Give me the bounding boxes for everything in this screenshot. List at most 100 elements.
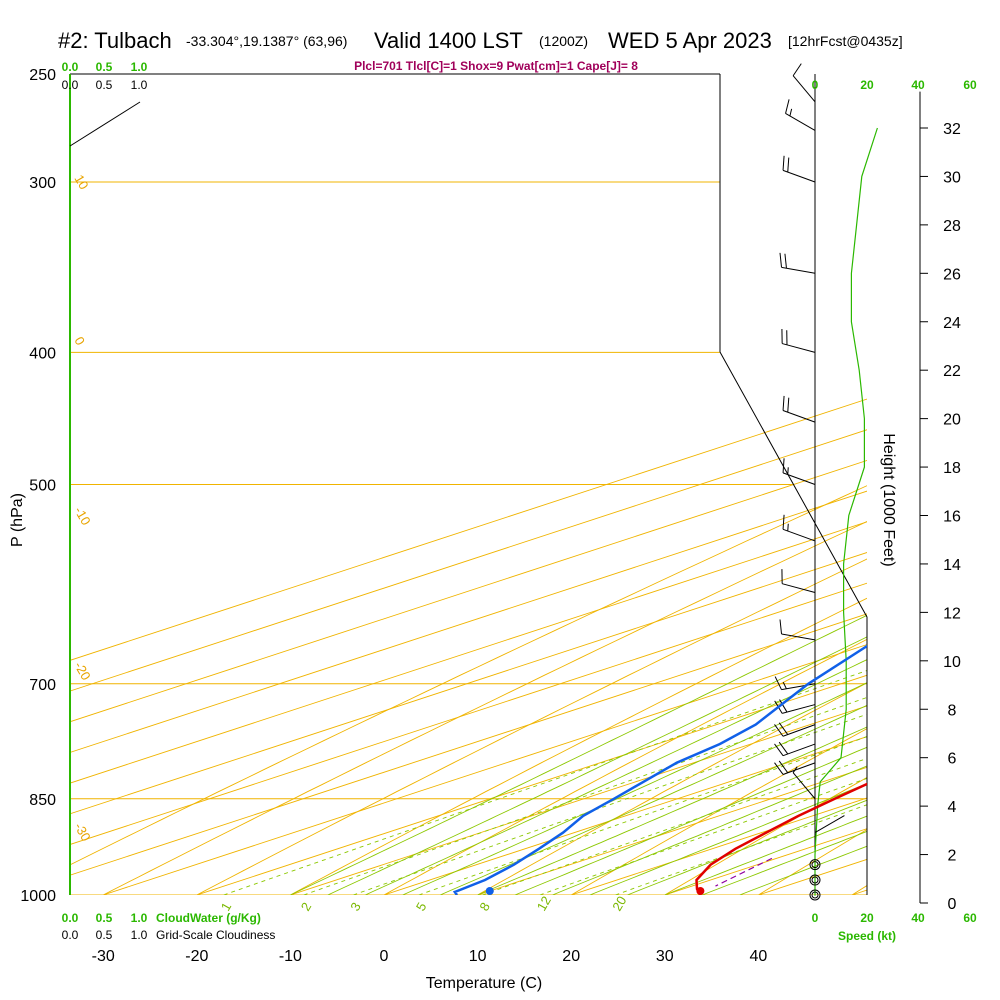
dry-adiabat-line (102, 521, 867, 895)
barb-staff (782, 528, 816, 542)
height-tick-label: 10 (943, 654, 961, 671)
cloudiness-legend: Grid-Scale Cloudiness (156, 928, 275, 942)
y-tick-label: 300 (29, 175, 56, 192)
barb-flag (782, 514, 785, 530)
mixing-ratio-label: 3 (347, 900, 364, 914)
barb-flag (774, 724, 784, 737)
speed-axis-label: Speed (kt) (838, 929, 896, 943)
barb-flag (782, 155, 785, 171)
height-axis-label: Height (1000 Feet) (880, 433, 897, 566)
barb-flag (774, 743, 784, 756)
sounding-profiles (452, 644, 867, 895)
cloudwater-scale-top: 1.0 (131, 60, 148, 74)
dry-adiabat-line (290, 597, 867, 895)
isotherm-line (70, 429, 867, 692)
x-tick-label: -30 (92, 948, 115, 965)
wind-barb (774, 760, 816, 775)
mixing-ratio-label: 12 (534, 893, 554, 913)
dry-adiabat-line (570, 728, 867, 895)
moist-adiabat-line (440, 704, 867, 895)
mixing-ratio-label: 8 (476, 900, 493, 914)
height-tick-label: 4 (948, 799, 957, 816)
barb-flag (779, 252, 783, 268)
forecast-info: [12hrFcst@0435z] (788, 33, 903, 49)
x-tick-label: 0 (380, 948, 389, 965)
valid-time: Valid 1400 LST (374, 28, 523, 53)
cloudiness-scale-top: 0.5 (96, 78, 113, 92)
barb-staff (781, 683, 816, 691)
calm-circle (811, 876, 819, 884)
wind-barb (792, 766, 816, 800)
barb-flag (774, 762, 784, 775)
barb-staff (782, 704, 816, 714)
calm-circle (811, 891, 819, 899)
wind-barb (782, 395, 816, 423)
y-tick-label: 1000 (20, 888, 56, 905)
wind-barb (782, 155, 816, 183)
temperature-line (695, 782, 867, 895)
dry-adiabat-label: 0 (71, 334, 88, 348)
barb-flag (784, 253, 787, 269)
dewpoint-line (452, 644, 867, 895)
wind-barb (781, 328, 816, 353)
speed-tick-top: 40 (911, 78, 925, 92)
isotherm-line (70, 582, 867, 845)
dry-adiabat-line (383, 638, 867, 895)
height-tick-label: 8 (948, 702, 957, 719)
barb-flag (774, 676, 782, 690)
wind-barb (809, 889, 821, 901)
valid-date: WED 5 Apr 2023 (608, 28, 772, 53)
height-tick-label: 28 (943, 218, 961, 235)
dry-adiabat-line (70, 485, 867, 866)
x-tick-label: 30 (656, 948, 674, 965)
speed-tick-top: 20 (860, 78, 874, 92)
x-axis-label: Temperature (C) (426, 975, 542, 992)
wind-barb (809, 874, 821, 886)
barb-staff (781, 633, 816, 641)
station-title: #2: Tulbach (58, 28, 172, 53)
wind-barb (779, 252, 816, 274)
isotherm-line (70, 613, 867, 876)
cloudwater-scale-top: 0.0 (62, 60, 79, 74)
cloudwater-scale-bottom: 1.0 (131, 911, 148, 925)
barb-staff (782, 743, 816, 757)
surface-temp-marker (696, 887, 705, 895)
x-tick-label: -20 (185, 948, 208, 965)
isotherm-line (103, 644, 867, 895)
barb-staff (785, 113, 816, 131)
isotherm-line (70, 552, 867, 815)
mixing-ratio-line (353, 713, 867, 895)
x-tick-label: 20 (562, 948, 580, 965)
wind-speed-line (814, 127, 878, 896)
wind-barb (782, 458, 816, 485)
speed-tick-top: 0 (812, 78, 819, 92)
barb-flag (779, 619, 783, 635)
barb-staff (814, 815, 845, 834)
barb-flag (778, 760, 789, 774)
y-tick-label: 400 (29, 345, 56, 362)
wind-barb (774, 676, 816, 691)
moist-adiabat-line (627, 799, 867, 895)
barb-staff (782, 762, 816, 775)
mixing-ratio-label: 5 (413, 900, 430, 914)
height-tick-label: 32 (943, 121, 961, 138)
barb-flag (779, 699, 788, 713)
height-tick-label: 22 (943, 363, 961, 380)
dry-adiabat-label: 10 (71, 172, 91, 192)
station-coords: -33.304°,19.1387° (63,96) (186, 33, 347, 49)
barb-flag (778, 722, 789, 735)
barb-half (782, 682, 787, 690)
barb-staff (781, 266, 816, 274)
barb-staff (782, 343, 816, 353)
speed-tick-bottom: 20 (860, 911, 874, 925)
cloudwater-scale-bottom: 0.5 (96, 911, 113, 925)
wind-barb (779, 619, 816, 641)
height-tick-label: 24 (943, 315, 961, 332)
wind-barb (792, 63, 816, 103)
dry-adiabat-label: -20 (71, 659, 93, 683)
cloudiness-scale-bottom: 0.5 (96, 928, 113, 942)
moist-adiabat-line (477, 726, 867, 895)
background-grid (70, 74, 867, 895)
barb-half (789, 108, 793, 117)
